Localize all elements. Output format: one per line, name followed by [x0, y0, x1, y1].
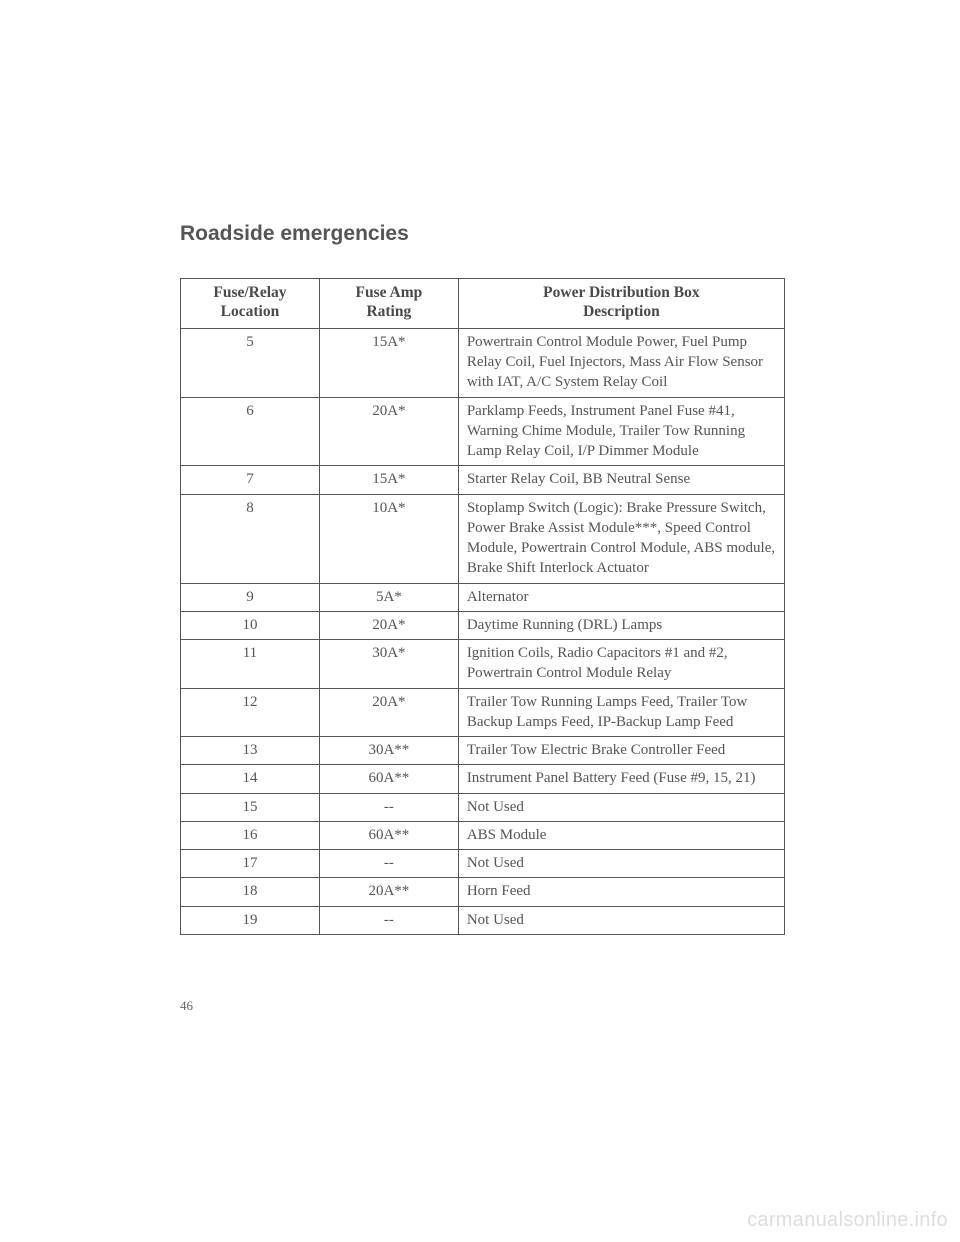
table-row: 12 20A* Trailer Tow Running Lamps Feed, … [181, 688, 785, 737]
table-row: 10 20A* Daytime Running (DRL) Lamps [181, 611, 785, 639]
cell-description: Stoplamp Switch (Logic): Brake Pressure … [458, 494, 784, 583]
cell-location: 9 [181, 583, 320, 611]
cell-rating: 60A** [319, 765, 458, 793]
cell-description: Not Used [458, 850, 784, 878]
table-row: 11 30A* Ignition Coils, Radio Capacitors… [181, 640, 785, 689]
table-row: 7 15A* Starter Relay Coil, BB Neutral Se… [181, 466, 785, 494]
cell-location: 18 [181, 878, 320, 906]
table-row: 13 30A** Trailer Tow Electric Brake Cont… [181, 737, 785, 765]
cell-description: Horn Feed [458, 878, 784, 906]
cell-rating: 20A** [319, 878, 458, 906]
manual-page: Roadside emergencies Fuse/Relay Location… [0, 0, 960, 1242]
cell-description: Instrument Panel Battery Feed (Fuse #9, … [458, 765, 784, 793]
page-number: 46 [180, 998, 193, 1014]
table-header-row: Fuse/Relay Location Fuse Amp Rating Powe… [181, 279, 785, 329]
cell-location: 19 [181, 906, 320, 934]
cell-rating: -- [319, 906, 458, 934]
cell-rating: 20A* [319, 611, 458, 639]
cell-description: Ignition Coils, Radio Capacitors #1 and … [458, 640, 784, 689]
table-row: 15 -- Not Used [181, 793, 785, 821]
cell-location: 11 [181, 640, 320, 689]
cell-rating: -- [319, 850, 458, 878]
col-header-line: Fuse/Relay [213, 284, 286, 301]
cell-location: 10 [181, 611, 320, 639]
cell-location: 16 [181, 821, 320, 849]
table-row: 18 20A** Horn Feed [181, 878, 785, 906]
cell-description: Alternator [458, 583, 784, 611]
cell-location: 17 [181, 850, 320, 878]
table-row: 16 60A** ABS Module [181, 821, 785, 849]
cell-description: Powertrain Control Module Power, Fuel Pu… [458, 328, 784, 397]
section-title: Roadside emergencies [180, 222, 785, 246]
cell-description: Not Used [458, 793, 784, 821]
table-body: 5 15A* Powertrain Control Module Power, … [181, 328, 785, 934]
cell-description: Starter Relay Coil, BB Neutral Sense [458, 466, 784, 494]
cell-rating: 60A** [319, 821, 458, 849]
cell-description: ABS Module [458, 821, 784, 849]
col-header-line: Description [583, 303, 660, 320]
cell-location: 14 [181, 765, 320, 793]
cell-location: 12 [181, 688, 320, 737]
cell-rating: 10A* [319, 494, 458, 583]
cell-rating: 30A** [319, 737, 458, 765]
cell-rating: 30A* [319, 640, 458, 689]
col-header-line: Fuse Amp [355, 284, 422, 301]
cell-location: 7 [181, 466, 320, 494]
col-header-description: Power Distribution Box Description [458, 279, 784, 329]
cell-rating: 20A* [319, 397, 458, 466]
table-row: 14 60A** Instrument Panel Battery Feed (… [181, 765, 785, 793]
fuse-table: Fuse/Relay Location Fuse Amp Rating Powe… [180, 278, 785, 935]
cell-description: Trailer Tow Electric Brake Controller Fe… [458, 737, 784, 765]
cell-description: Parklamp Feeds, Instrument Panel Fuse #4… [458, 397, 784, 466]
table-row: 5 15A* Powertrain Control Module Power, … [181, 328, 785, 397]
cell-location: 13 [181, 737, 320, 765]
cell-location: 5 [181, 328, 320, 397]
col-header-line: Location [221, 303, 280, 320]
cell-rating: 15A* [319, 328, 458, 397]
table-row: 17 -- Not Used [181, 850, 785, 878]
cell-description: Not Used [458, 906, 784, 934]
table-row: 19 -- Not Used [181, 906, 785, 934]
cell-description: Daytime Running (DRL) Lamps [458, 611, 784, 639]
cell-location: 15 [181, 793, 320, 821]
col-header-location: Fuse/Relay Location [181, 279, 320, 329]
cell-rating: -- [319, 793, 458, 821]
cell-rating: 5A* [319, 583, 458, 611]
cell-location: 8 [181, 494, 320, 583]
col-header-line: Power Distribution Box [543, 284, 699, 301]
table-row: 9 5A* Alternator [181, 583, 785, 611]
watermark-text: carmanualsonline.info [747, 1209, 948, 1232]
cell-description: Trailer Tow Running Lamps Feed, Trailer … [458, 688, 784, 737]
table-row: 8 10A* Stoplamp Switch (Logic): Brake Pr… [181, 494, 785, 583]
col-header-line: Rating [366, 303, 411, 320]
cell-location: 6 [181, 397, 320, 466]
cell-rating: 20A* [319, 688, 458, 737]
cell-rating: 15A* [319, 466, 458, 494]
table-row: 6 20A* Parklamp Feeds, Instrument Panel … [181, 397, 785, 466]
col-header-rating: Fuse Amp Rating [319, 279, 458, 329]
